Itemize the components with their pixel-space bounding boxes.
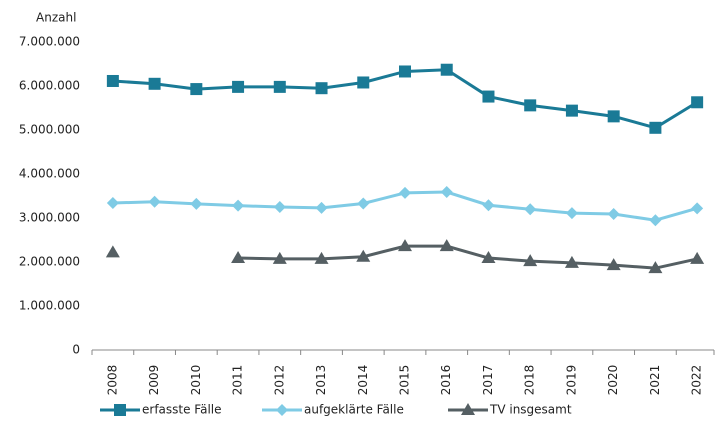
- x-tick-label: 2012: [272, 365, 286, 396]
- data-point: [273, 201, 286, 213]
- data-point: [232, 199, 245, 212]
- data-point: [106, 197, 119, 210]
- data-point: [606, 258, 621, 271]
- data-point: [272, 251, 287, 264]
- data-point: [648, 261, 663, 274]
- data-point: [482, 90, 495, 103]
- data-point: [607, 110, 620, 123]
- y-tick-label: 3.000.000: [19, 211, 80, 225]
- data-point: [356, 249, 371, 262]
- data-point: [190, 83, 203, 96]
- legend-label: erfasste Fälle: [142, 403, 222, 417]
- data-point: [565, 104, 578, 117]
- legend-marker: [276, 404, 288, 416]
- x-tick-label: 2017: [481, 365, 495, 396]
- legend-marker: [114, 404, 126, 416]
- data-point: [607, 208, 620, 221]
- data-point: [440, 186, 453, 199]
- data-point: [523, 254, 538, 267]
- data-point: [439, 239, 454, 252]
- data-point: [398, 239, 412, 252]
- x-tick-label: 2009: [147, 365, 161, 396]
- data-point: [148, 77, 161, 90]
- x-tick-label: 2021: [648, 365, 662, 396]
- data-point: [691, 202, 704, 215]
- data-point: [481, 251, 496, 264]
- data-point: [315, 201, 328, 214]
- x-tick-label: 2020: [606, 365, 620, 396]
- data-point: [440, 63, 453, 76]
- data-point: [357, 76, 370, 89]
- data-point: [399, 65, 411, 78]
- legend-marker: [461, 403, 475, 415]
- x-tick-label: 2008: [105, 365, 119, 396]
- x-tick-label: 2011: [231, 365, 245, 396]
- y-tick-label: 4.000.000: [19, 167, 80, 181]
- y-axis-label: Anzahl: [36, 11, 76, 25]
- data-point: [524, 99, 537, 112]
- data-point: [273, 80, 286, 93]
- y-tick-label: 5.000.000: [19, 123, 80, 137]
- data-point: [232, 80, 245, 93]
- legend-label: TV insgesamt: [489, 403, 572, 417]
- data-point: [148, 195, 161, 208]
- data-point: [482, 199, 495, 212]
- y-tick-label: 0: [72, 343, 80, 357]
- data-point: [524, 203, 537, 216]
- data-point: [649, 121, 662, 134]
- x-tick-label: 2019: [564, 365, 578, 396]
- data-point: [565, 207, 578, 220]
- x-tick-label: 2015: [398, 365, 412, 396]
- data-point: [649, 214, 662, 227]
- x-tick-label: 2014: [356, 365, 370, 396]
- x-tick-label: 2013: [314, 365, 328, 396]
- data-point: [231, 251, 246, 264]
- data-point: [399, 186, 411, 199]
- data-point: [106, 74, 119, 87]
- series-line: [238, 244, 698, 270]
- data-point: [357, 197, 370, 210]
- data-point: [564, 255, 579, 268]
- data-point: [105, 245, 120, 258]
- data-point: [314, 251, 329, 264]
- data-point: [691, 96, 704, 109]
- y-tick-label: 7.000.000: [19, 35, 80, 49]
- y-tick-label: 6.000.000: [19, 79, 80, 93]
- legend-label: aufgeklärte Fälle: [304, 403, 404, 417]
- x-tick-label: 2010: [189, 365, 203, 396]
- x-tick-label: 2022: [690, 365, 704, 396]
- y-tick-label: 1.000.000: [19, 299, 80, 313]
- data-point: [690, 251, 705, 264]
- data-point: [190, 197, 203, 210]
- data-point: [315, 82, 328, 95]
- y-tick-label: 2.000.000: [19, 255, 80, 269]
- x-tick-label: 2016: [439, 365, 453, 396]
- x-tick-label: 2018: [523, 365, 537, 396]
